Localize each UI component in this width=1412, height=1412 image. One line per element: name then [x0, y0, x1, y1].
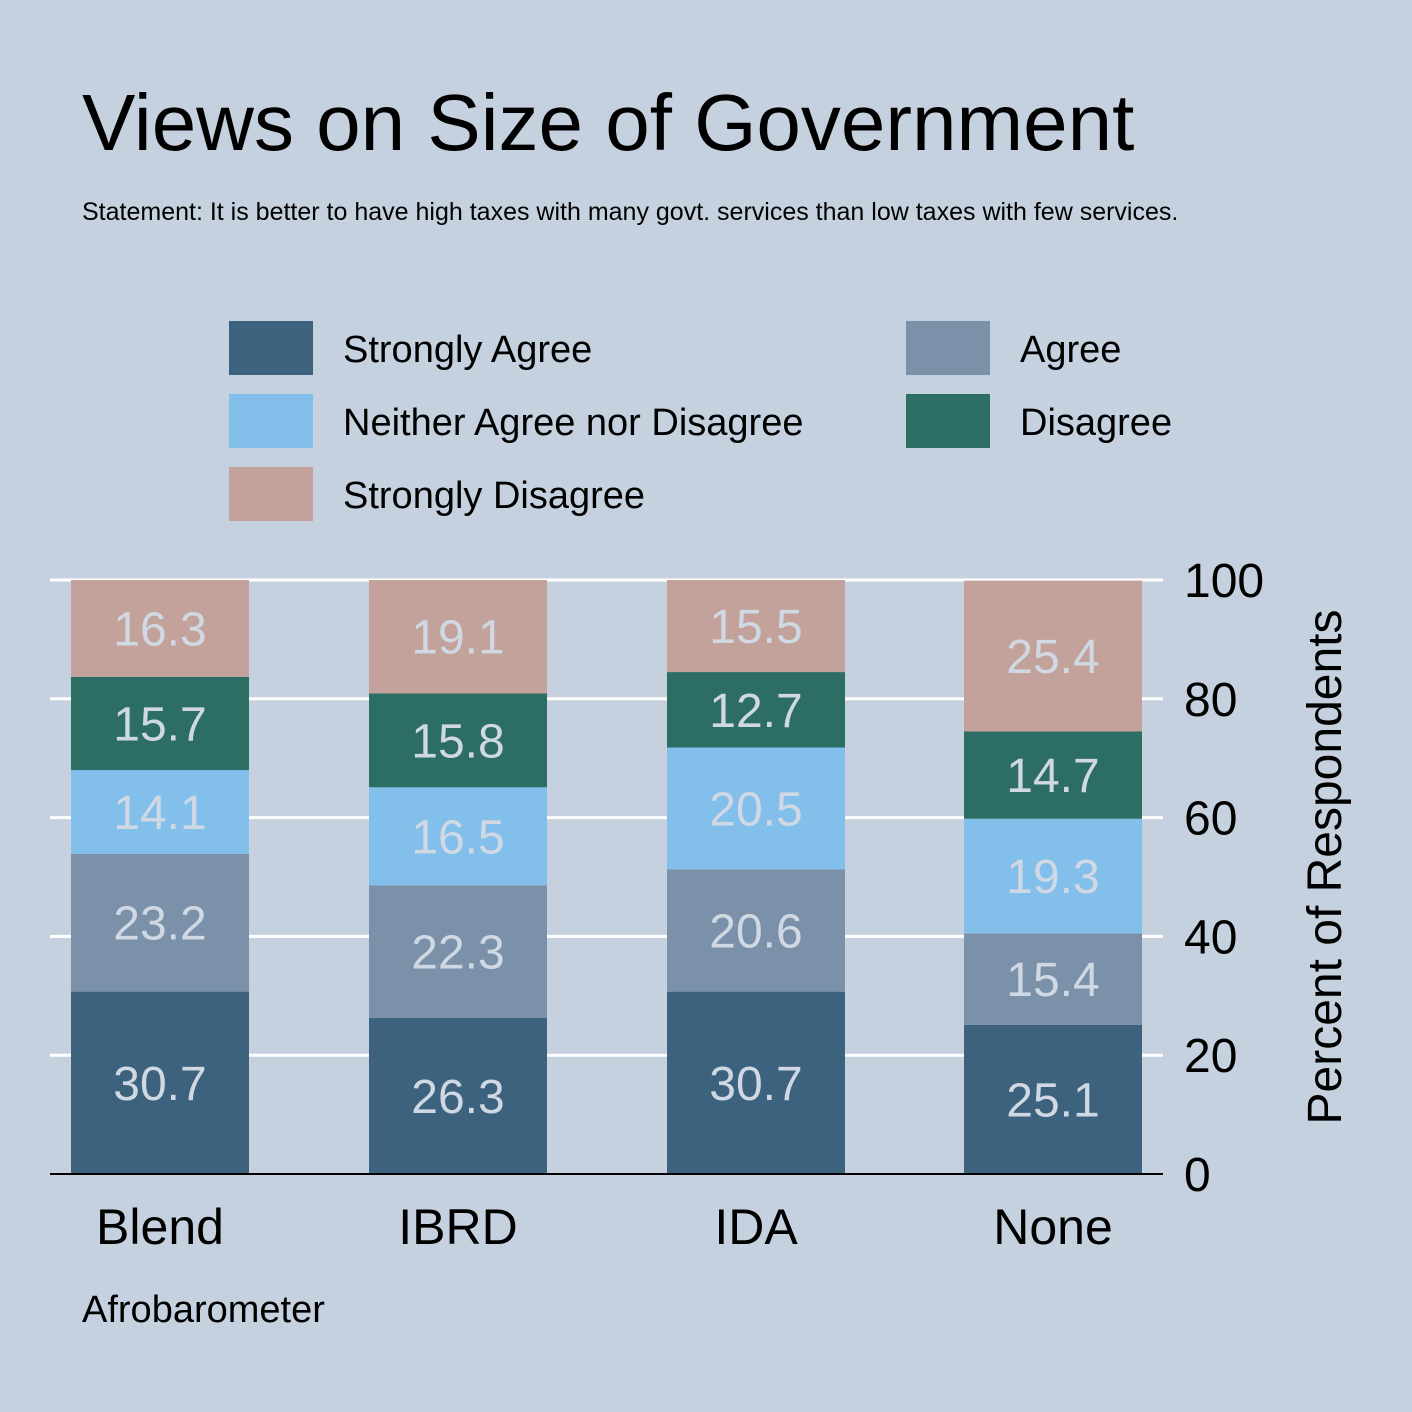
data-label: 12.7 — [709, 685, 802, 738]
y-tick-label: 100 — [1184, 555, 1264, 608]
legend-label: Disagree — [1020, 402, 1172, 444]
data-label: 30.7 — [113, 1058, 206, 1111]
legend-swatch — [229, 467, 313, 521]
data-label: 20.6 — [709, 905, 802, 958]
y-axis: 0 20 40 60 80 100 — [1184, 555, 1264, 1202]
bar-ida-agree — [667, 869, 845, 992]
x-tick-label-none: None — [993, 1199, 1113, 1255]
data-label: 19.3 — [1006, 851, 1099, 904]
legend-swatch — [229, 394, 313, 448]
chart-subtitle: Statement: It is better to have high tax… — [82, 198, 1179, 226]
bar-none-strongly-disagree — [964, 580, 1142, 732]
data-label: 14.1 — [113, 787, 206, 840]
data-label: 23.2 — [113, 898, 206, 951]
data-label: 25.4 — [1006, 631, 1099, 684]
bar-none-agree — [964, 933, 1142, 1025]
x-tick-label-blend: Blend — [96, 1199, 224, 1255]
data-label: 16.3 — [113, 603, 206, 656]
bar-none-disagree — [964, 731, 1142, 819]
y-tick-label: 20 — [1184, 1030, 1237, 1083]
bar-blend-strongly-disagree — [71, 580, 249, 677]
data-label: 26.3 — [411, 1071, 504, 1124]
bar-ida-neither-agree-nor-disagree — [667, 747, 845, 870]
legend-label: Neither Agree nor Disagree — [343, 402, 803, 444]
bar-none-neither-agree-nor-disagree — [964, 818, 1142, 934]
bar-none-strongly-agree — [964, 1024, 1142, 1174]
data-label: 22.3 — [411, 927, 504, 980]
bar-ibrd-disagree — [369, 693, 547, 788]
bar-blend-strongly-agree — [71, 991, 249, 1174]
y-tick-label: 40 — [1184, 911, 1237, 964]
x-tick-label-ida: IDA — [714, 1199, 798, 1255]
bar-blend-neither-agree-nor-disagree — [71, 770, 249, 854]
data-label: 19.1 — [411, 612, 504, 665]
bar-ida-strongly-agree — [667, 991, 845, 1174]
y-axis-label: Percent of Respondents — [1299, 610, 1352, 1125]
x-axis: Blend IBRD IDA None — [96, 1199, 1113, 1255]
data-label: 16.5 — [411, 811, 504, 864]
chart-title: Views on Size of Government — [82, 78, 1135, 167]
bar-ibrd-neither-agree-nor-disagree — [369, 787, 547, 886]
legend-label: Strongly Agree — [343, 329, 592, 371]
legend-swatch — [906, 394, 990, 448]
data-label: 30.7 — [709, 1058, 802, 1111]
data-label: 15.8 — [411, 715, 504, 768]
y-tick-label: 60 — [1184, 793, 1237, 846]
bar-ibrd-agree — [369, 885, 547, 1018]
data-label: 15.4 — [1006, 954, 1099, 1007]
data-label: 14.7 — [1006, 750, 1099, 803]
data-label: 20.5 — [709, 783, 802, 836]
chart-caption: Afrobarometer — [82, 1289, 325, 1331]
data-labels: 30.7 23.2 14.1 15.7 16.3 26.3 22.3 16.5 15.8 19.1… — [113, 601, 1099, 1127]
legend-item-disagree: Disagree — [906, 394, 1172, 448]
legend-item-strongly-disagree: Strongly Disagree — [229, 467, 645, 521]
legend-item-strongly-agree: Strongly Agree — [229, 321, 592, 375]
legend-label: Agree — [1020, 329, 1121, 371]
data-label: 15.5 — [709, 601, 802, 654]
bar-blend-disagree — [71, 676, 249, 771]
y-tick-label: 0 — [1184, 1149, 1211, 1202]
y-tick-label: 80 — [1184, 674, 1237, 727]
legend-label: Strongly Disagree — [343, 475, 645, 517]
x-tick-label-ibrd: IBRD — [398, 1199, 517, 1255]
bar-ida-strongly-disagree — [667, 580, 845, 673]
bars — [71, 580, 1142, 1174]
bar-ibrd-strongly-disagree — [369, 580, 547, 694]
bar-ibrd-strongly-agree — [369, 1017, 547, 1174]
bar-ida-disagree — [667, 672, 845, 748]
legend-swatch — [229, 321, 313, 375]
data-label: 25.1 — [1006, 1074, 1099, 1127]
bar-blend-agree — [71, 853, 249, 992]
data-label: 15.7 — [113, 698, 206, 751]
legend-swatch — [906, 321, 990, 375]
legend-item-neither-agree-nor-disagree: Neither Agree nor Disagree — [229, 394, 803, 448]
legend-item-agree: Agree — [906, 321, 1121, 375]
legend: Strongly Agree Agree Neither Agree nor Dis… — [229, 321, 1172, 521]
